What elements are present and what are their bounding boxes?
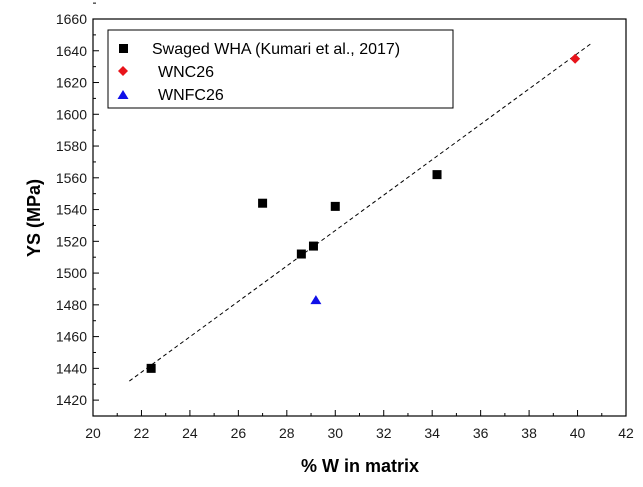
legend: Swaged WHA (Kumari et al., 2017) WNC26 W… (107, 29, 454, 109)
x-axis-ticks: 20 22 24 26 28 30 32 34 36 38 40 42 (85, 410, 634, 441)
data-point-wnc26 (570, 53, 581, 64)
y-tick-label: 1520 (56, 233, 87, 249)
trendline-layer (129, 42, 593, 382)
y-tick-label: 1660 (56, 11, 87, 27)
y-tick-label: 1440 (56, 360, 87, 376)
y-tick-label: 1580 (56, 138, 87, 154)
y-axis-ticks: 1420 1440 1460 1480 1500 1520 1540 1560 1580 1600… (56, 2, 99, 408)
x-tick-label: 28 (279, 425, 295, 441)
x-tick-label: 32 (376, 425, 392, 441)
legend-box (107, 29, 454, 109)
y-tick-label: 1420 (56, 392, 87, 408)
data-point-swaged-wha (330, 201, 340, 211)
legend-label-swaged-wha: Swaged WHA (Kumari et al., 2017) (152, 41, 400, 58)
x-tick-label: 42 (618, 425, 634, 441)
x-tick-label: 26 (231, 425, 247, 441)
data-point-swaged-wha (308, 241, 318, 251)
data-points-layer (146, 53, 581, 373)
legend-marker-wnc26 (118, 66, 128, 76)
data-point-swaged-wha (258, 198, 268, 208)
x-tick-label: 36 (473, 425, 489, 441)
y-tick-label: 1480 (56, 297, 87, 313)
x-tick-label: 20 (85, 425, 101, 441)
y-tick-label: 1620 (56, 75, 87, 91)
data-point-swaged-wha (146, 363, 156, 373)
y-tick-label: 1500 (56, 265, 87, 281)
x-tick-label: 30 (327, 425, 343, 441)
x-tick-label: 38 (521, 425, 537, 441)
x-tick-label: 34 (424, 425, 440, 441)
data-point-swaged-wha (296, 249, 306, 259)
y-tick-label: 1560 (56, 170, 87, 186)
data-point-swaged-wha (432, 170, 442, 180)
data-point-wnfc26 (310, 295, 322, 305)
x-axis-title: % W in matrix (301, 456, 419, 476)
trendline (129, 42, 593, 382)
x-tick-label: 22 (134, 425, 150, 441)
x-tick-label: 24 (182, 425, 198, 441)
legend-marker-wnfc26 (117, 90, 129, 99)
y-tick-label: 1640 (56, 43, 87, 59)
legend-marker-swaged-wha (119, 44, 128, 53)
legend-label-wnfc26: WNFC26 (158, 87, 224, 104)
y-tick-label: 1460 (56, 329, 87, 345)
legend-label-wnc26: WNC26 (158, 64, 214, 81)
y-axis-title: YS (MPa) (24, 179, 44, 257)
x-tick-label: 40 (570, 425, 586, 441)
y-tick-label: 1540 (56, 202, 87, 218)
y-tick-label: 1600 (56, 106, 87, 122)
